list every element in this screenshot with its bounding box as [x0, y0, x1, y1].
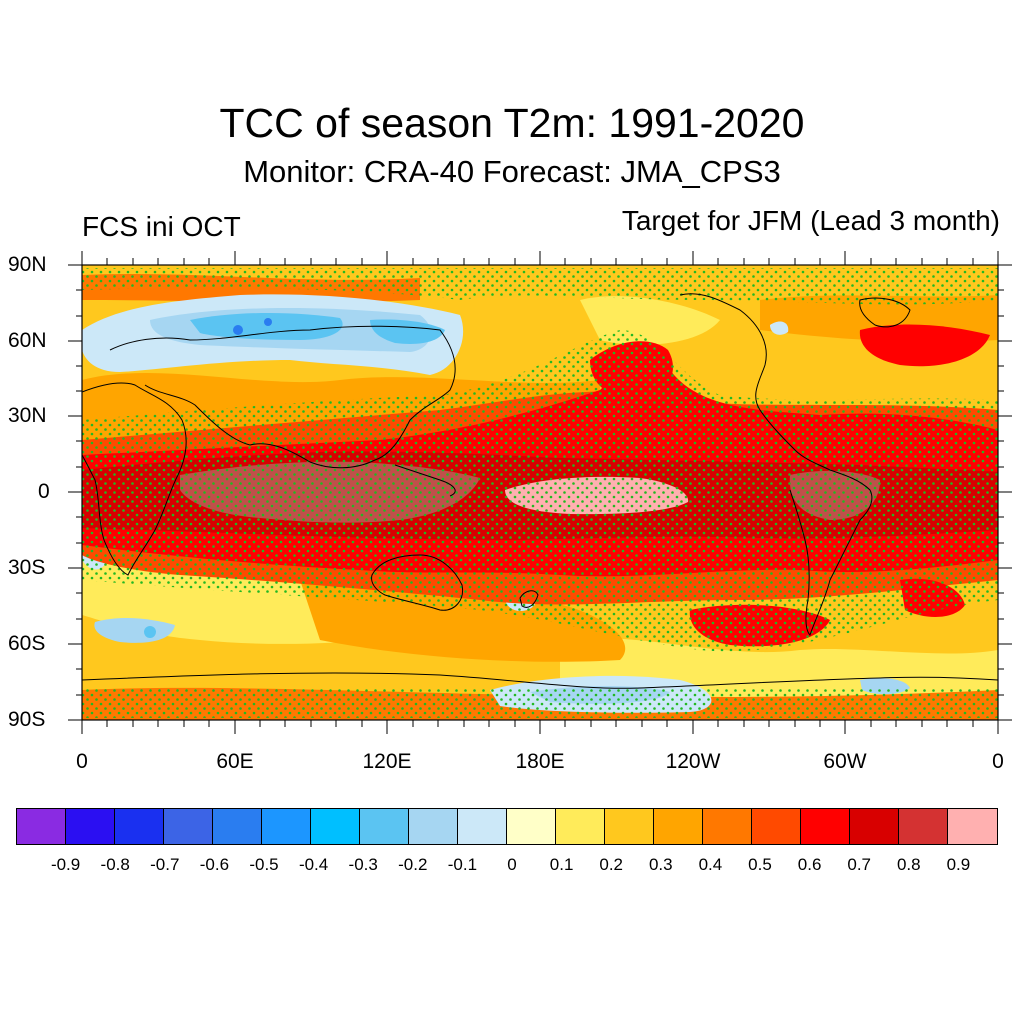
- target-season-label: Target for JFM (Lead 3 month): [621, 205, 1000, 236]
- lat-label-90s: 90S: [8, 708, 46, 731]
- colorbar-swatch: [556, 809, 605, 844]
- colorbar-label: 0.5: [748, 855, 772, 874]
- lon-label-0: 0: [76, 750, 88, 773]
- significance-stipple: [82, 688, 998, 718]
- coastline: [394, 464, 456, 497]
- colorbar-label: -0.5: [249, 855, 279, 874]
- colorbar-swatch: [605, 809, 654, 844]
- colorbar-swatch: [409, 809, 458, 844]
- field-patch: [233, 325, 243, 335]
- field-patch: [370, 319, 445, 344]
- lat-label-90n: 90N: [8, 253, 47, 276]
- colorbar-label: 0.3: [648, 855, 673, 874]
- colorbar-swatch: [115, 809, 164, 844]
- colorbar-label: 0.4: [698, 855, 723, 874]
- field-patch: [190, 313, 343, 340]
- field-patch: [770, 321, 789, 335]
- chart-subtitle: Monitor: CRA-40 Forecast: JMA_CPS3: [243, 154, 781, 189]
- lat-label-60s: 60S: [8, 632, 46, 655]
- lat-label-30n: 30N: [8, 404, 47, 427]
- coastline: [679, 293, 873, 636]
- colorbar-label: -0.7: [150, 855, 180, 874]
- colorbar-label: -0.1: [447, 855, 478, 874]
- lon-label-0-east: 0: [992, 750, 1004, 773]
- colorbar-label: 0.1: [549, 855, 574, 874]
- colorbar-swatch: [262, 809, 311, 844]
- colorbar-swatch: [752, 809, 801, 844]
- colorbar-label: 0.7: [847, 855, 871, 874]
- field-patch: [144, 626, 156, 638]
- colorbar-label: 0.6: [797, 855, 822, 874]
- colorbar-label: -0.8: [100, 855, 130, 874]
- coastline: [82, 382, 187, 576]
- colorbar-swatch: [458, 809, 507, 844]
- lon-label-120e: 120E: [362, 750, 412, 773]
- lat-label-equator: 0: [38, 480, 50, 503]
- colorbar-label: 0: [507, 855, 517, 874]
- lon-ticks: [81, 251, 999, 734]
- lon-label-120w: 120W: [665, 750, 721, 773]
- field-patch: [264, 318, 272, 326]
- field-patch: [94, 618, 175, 643]
- colorbar-swatch: [801, 809, 850, 844]
- field-patch: [859, 324, 990, 367]
- lon-minor-ticks: [106, 258, 974, 727]
- lon-label-60w: 60W: [823, 750, 867, 773]
- colorbar-swatch: [850, 809, 899, 844]
- coastline: [519, 590, 539, 608]
- lat-label-60n: 60N: [8, 329, 47, 352]
- colorbar-swatch: [66, 809, 115, 844]
- lat-ticks: [68, 264, 1012, 721]
- colorbar-swatch: [948, 809, 997, 844]
- chart-title: TCC of season T2m: 1991-2020: [219, 100, 805, 146]
- lon-label-60e: 60E: [216, 750, 254, 773]
- coastline: [82, 672, 998, 689]
- colorbar: [16, 808, 998, 845]
- colorbar-label: -0.2: [398, 855, 428, 874]
- coastline: [371, 554, 464, 611]
- colorbar-label: 0.9: [946, 855, 971, 874]
- coastlines: [82, 293, 998, 689]
- initialization-label: FCS ini OCT: [82, 211, 241, 242]
- coastline: [109, 325, 456, 469]
- colorbar-swatch: [360, 809, 409, 844]
- colorbar-swatch: [703, 809, 752, 844]
- significance-stipple: [82, 268, 998, 305]
- colorbar-swatch: [213, 809, 262, 844]
- colorbar-label: -0.6: [199, 855, 230, 874]
- colorbar-label: -0.4: [298, 855, 329, 874]
- lon-label-180e: 180E: [515, 750, 565, 773]
- colorbar-swatch: [507, 809, 556, 844]
- colorbar-swatch: [654, 809, 703, 844]
- coastline: [859, 297, 911, 328]
- colorbar-label: -0.9: [50, 855, 81, 874]
- colorbar-label: 0.8: [896, 855, 921, 874]
- colorbar-swatch: [311, 809, 360, 844]
- lat-minor-ticks: [76, 289, 1004, 696]
- significance-stipple: [82, 330, 998, 652]
- lat-label-30s: 30S: [8, 556, 46, 579]
- colorbar-swatch: [17, 809, 66, 844]
- map-field: [82, 265, 998, 720]
- colorbar-label: -0.3: [348, 855, 378, 874]
- colorbar-swatch: [899, 809, 948, 844]
- colorbar-label: 0.2: [599, 855, 623, 874]
- colorbar-swatch: [164, 809, 213, 844]
